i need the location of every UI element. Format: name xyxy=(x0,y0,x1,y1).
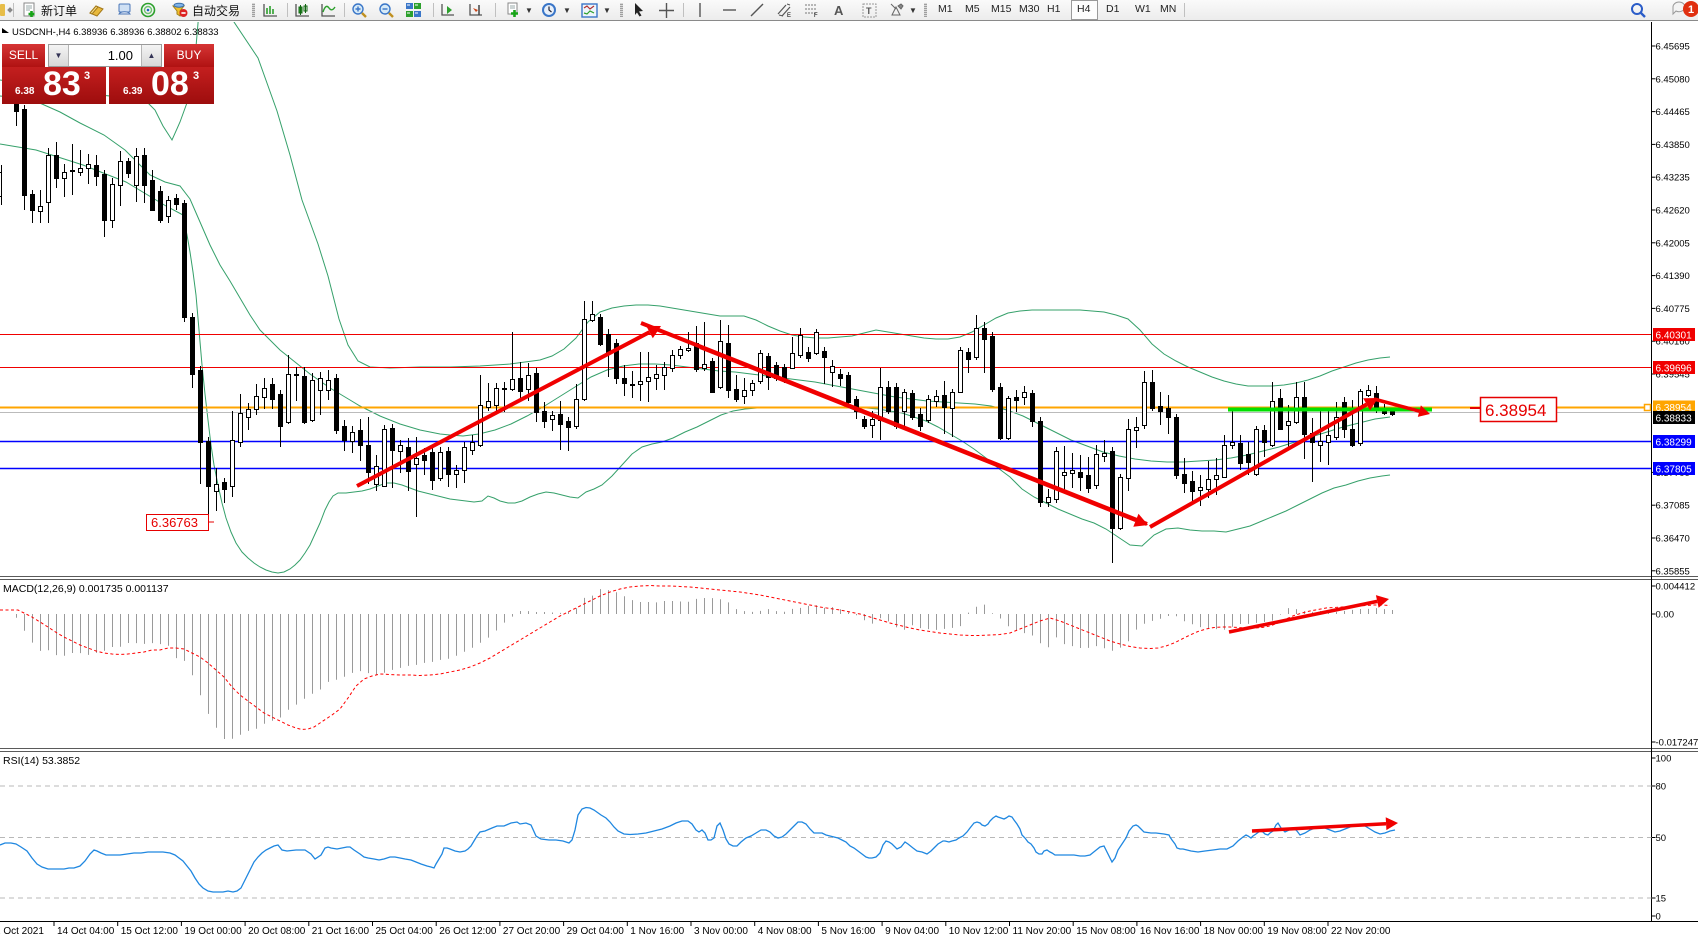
svg-text:27 Oct 20:00: 27 Oct 20:00 xyxy=(503,926,561,937)
svg-text:0.004412: 0.004412 xyxy=(1656,582,1696,593)
svg-text:9 Nov 04:00: 9 Nov 04:00 xyxy=(885,926,939,937)
svg-text:29 Oct 04:00: 29 Oct 04:00 xyxy=(567,926,625,937)
svg-text:0: 0 xyxy=(1656,912,1661,923)
svg-text:6.38299: 6.38299 xyxy=(1656,438,1693,449)
svg-text:15 Oct 12:00: 15 Oct 12:00 xyxy=(121,926,179,937)
svg-text:4 Nov 08:00: 4 Nov 08:00 xyxy=(758,926,812,937)
svg-text:26 Oct 12:00: 26 Oct 12:00 xyxy=(439,926,497,937)
svg-text:6.40160: 6.40160 xyxy=(1656,337,1690,348)
svg-text:0.00: 0.00 xyxy=(1656,610,1675,621)
svg-text:-0.017247: -0.017247 xyxy=(1656,738,1698,749)
svg-text:14 Oct 04:00: 14 Oct 04:00 xyxy=(57,926,115,937)
svg-text:6.41390: 6.41390 xyxy=(1656,271,1690,282)
svg-text:6.39696: 6.39696 xyxy=(1656,364,1693,375)
svg-text:15 Nov 08:00: 15 Nov 08:00 xyxy=(1076,926,1136,937)
svg-text:15: 15 xyxy=(1656,894,1667,905)
svg-text:19 Oct 00:00: 19 Oct 00:00 xyxy=(184,926,242,937)
svg-text:6.36470: 6.36470 xyxy=(1656,534,1690,545)
svg-text:100: 100 xyxy=(1656,754,1672,765)
svg-text:6.44465: 6.44465 xyxy=(1656,107,1690,118)
svg-text:16 Nov 16:00: 16 Nov 16:00 xyxy=(1140,926,1200,937)
svg-text:6.43235: 6.43235 xyxy=(1656,173,1690,184)
svg-text:6.39545: 6.39545 xyxy=(1656,370,1690,381)
svg-text:11 Nov 20:00: 11 Nov 20:00 xyxy=(1013,926,1072,937)
svg-text:E: E xyxy=(787,13,791,18)
svg-text:50: 50 xyxy=(1656,833,1667,844)
svg-text:6.37805: 6.37805 xyxy=(1656,465,1693,476)
svg-text:6.38954: 6.38954 xyxy=(1485,401,1546,420)
svg-text:18 Nov 00:00: 18 Nov 00:00 xyxy=(1204,926,1264,937)
svg-text:1 Nov 16:00: 1 Nov 16:00 xyxy=(630,926,684,937)
svg-text:6.42005: 6.42005 xyxy=(1656,238,1690,249)
svg-text:19 Nov 08:00: 19 Nov 08:00 xyxy=(1267,926,1327,937)
svg-text:2 Oct 2021: 2 Oct 2021 xyxy=(0,926,44,937)
svg-text:6.38954: 6.38954 xyxy=(1656,403,1693,414)
svg-text:T: T xyxy=(866,6,872,16)
svg-text:25 Oct 04:00: 25 Oct 04:00 xyxy=(376,926,434,937)
svg-text:6.36763: 6.36763 xyxy=(151,515,198,530)
svg-text:6.40301: 6.40301 xyxy=(1656,331,1693,342)
svg-text:6.40775: 6.40775 xyxy=(1656,304,1690,315)
svg-text:6.42620: 6.42620 xyxy=(1656,206,1690,217)
svg-text:6.43850: 6.43850 xyxy=(1656,140,1690,151)
svg-text:22 Nov 20:00: 22 Nov 20:00 xyxy=(1331,926,1391,937)
svg-text:10 Nov 12:00: 10 Nov 12:00 xyxy=(949,926,1009,937)
svg-text:21 Oct 16:00: 21 Oct 16:00 xyxy=(312,926,370,937)
svg-text:6.45695: 6.45695 xyxy=(1656,42,1690,53)
svg-text:6.37085: 6.37085 xyxy=(1656,501,1690,512)
svg-text:RSI(14) 53.3852: RSI(14) 53.3852 xyxy=(3,755,80,767)
svg-text:1: 1 xyxy=(1688,4,1694,16)
svg-text:6.35855: 6.35855 xyxy=(1656,566,1690,577)
svg-text:MACD(12,26,9) 0.001735 0.00113: MACD(12,26,9) 0.001735 0.001137 xyxy=(3,583,169,595)
svg-text:5 Nov 16:00: 5 Nov 16:00 xyxy=(821,926,875,937)
svg-text:6.45080: 6.45080 xyxy=(1656,74,1690,85)
svg-text:20 Oct 08:00: 20 Oct 08:00 xyxy=(248,926,306,937)
svg-text:USDCNH-,H4 6.38936 6.38936 6.: USDCNH-,H4 6.38936 6.38936 6.38802 6.388… xyxy=(12,27,219,38)
svg-text:F: F xyxy=(814,13,818,18)
svg-text:80: 80 xyxy=(1656,782,1667,793)
svg-text:3 Nov 00:00: 3 Nov 00:00 xyxy=(694,926,748,937)
svg-text:6.38833: 6.38833 xyxy=(1656,414,1693,425)
